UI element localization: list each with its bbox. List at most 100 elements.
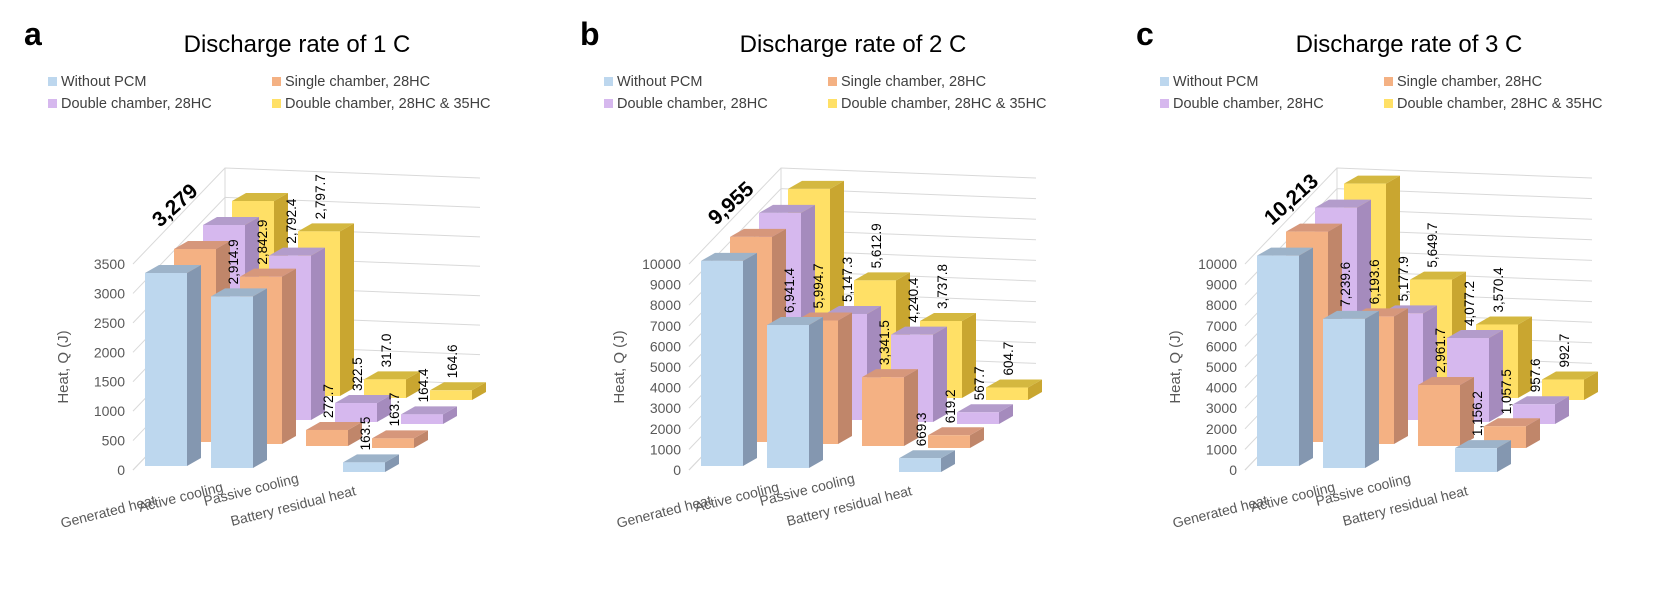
data-label: 2,792.4 xyxy=(284,198,299,244)
bar-top xyxy=(401,406,457,415)
bar-top xyxy=(862,369,918,378)
bar-side xyxy=(1489,330,1503,422)
bar-side xyxy=(187,265,201,466)
legend-swatch xyxy=(828,77,837,86)
bar-top xyxy=(364,371,420,380)
legend-label: Double chamber, 28HC xyxy=(617,96,768,112)
bar-top xyxy=(1323,310,1379,319)
data-label: 164.4 xyxy=(416,368,431,402)
bar-side xyxy=(472,382,486,400)
y-tick-label: 2000 xyxy=(1206,421,1237,437)
bar-side xyxy=(377,395,391,422)
data-label: 272.7 xyxy=(321,384,336,418)
data-label: 164.6 xyxy=(445,345,460,379)
data-label: 5,612.9 xyxy=(869,223,884,268)
panel-label: a xyxy=(24,16,42,52)
y-tick-label: 4000 xyxy=(650,380,681,396)
legend-swatch xyxy=(48,99,57,108)
data-label: 604.7 xyxy=(1001,342,1016,376)
legend-label: Double chamber, 28HC & 35HC xyxy=(841,96,1047,112)
bar-front xyxy=(364,379,406,398)
bar-front xyxy=(1418,384,1460,446)
bar-side xyxy=(253,288,267,468)
y-tick-label: 5000 xyxy=(1206,359,1237,375)
bar-a-s2-c3 xyxy=(401,406,457,424)
bar-side xyxy=(340,223,354,396)
bar-b-s0-c1 xyxy=(767,317,823,468)
legend-label: Double chamber, 28HC xyxy=(61,96,212,112)
data-label: 3,341.5 xyxy=(877,320,892,365)
bar-side xyxy=(1584,371,1598,400)
data-label: 6,941.4 xyxy=(782,267,797,313)
legend-swatch xyxy=(1160,77,1169,86)
bar-front xyxy=(862,377,904,446)
bar-top xyxy=(306,421,362,430)
bar-top xyxy=(372,430,428,439)
legend-label: Double chamber, 28HC & 35HC xyxy=(285,96,491,112)
generated-heat-label: 3,279 xyxy=(148,179,202,231)
y-tick-label: 9000 xyxy=(650,277,681,293)
bar-b-s0-c0 xyxy=(701,252,757,466)
bar-side xyxy=(933,326,947,422)
bar-a-s0-c0 xyxy=(145,265,201,466)
bar-front xyxy=(335,403,377,422)
data-label: 1,057.5 xyxy=(1499,369,1514,414)
bar-b-s1-c2 xyxy=(862,369,918,446)
chart-title: Discharge rate of 1 C xyxy=(184,31,411,58)
bar-top xyxy=(174,241,230,250)
y-tick-label: 6000 xyxy=(1206,338,1237,354)
bar-a-s0-c1 xyxy=(211,288,267,468)
bar-top xyxy=(730,228,786,237)
data-label: 3,570.4 xyxy=(1491,267,1506,313)
legend-label: Single chamber, 28HC xyxy=(1397,74,1542,90)
bar-top xyxy=(203,217,259,226)
bar-top xyxy=(1447,330,1503,339)
bar-side xyxy=(1518,316,1532,398)
generated-heat-label: 10,213 xyxy=(1260,170,1323,230)
y-tick-label: 1000 xyxy=(650,441,681,457)
bar-top xyxy=(986,379,1042,388)
bar-front xyxy=(1257,255,1299,466)
bar-top xyxy=(1455,440,1511,449)
bar-b-s1-c3 xyxy=(928,427,984,448)
panel-b: b Discharge rate of 2 C Without PCM Single … xyxy=(580,16,1047,531)
legend-label: Without PCM xyxy=(61,74,146,90)
bar-top xyxy=(145,265,201,274)
data-label: 163.7 xyxy=(387,393,402,427)
bar-top xyxy=(335,395,391,404)
y-tick-label: 6000 xyxy=(650,338,681,354)
bar-top xyxy=(298,223,354,232)
chart-title: Discharge rate of 3 C xyxy=(1296,31,1523,58)
data-label: 3,737.8 xyxy=(935,264,950,309)
bar-b-s0-c3 xyxy=(899,450,955,472)
data-label: 5,994.7 xyxy=(811,263,826,308)
data-label: 669.3 xyxy=(914,412,929,446)
data-label: 5,177.9 xyxy=(1396,256,1411,301)
bar-front xyxy=(957,412,999,424)
bar-front xyxy=(1323,318,1365,468)
y-tick-label: 10000 xyxy=(1198,256,1237,272)
bar-a-s2-c2 xyxy=(335,395,391,422)
bar-top xyxy=(430,382,486,391)
data-label: 5,649.7 xyxy=(1425,223,1440,268)
bar-front xyxy=(1542,379,1584,400)
legend-label: Single chamber, 28HC xyxy=(285,74,430,90)
y-tick-label: 1500 xyxy=(94,374,125,390)
y-tick-label: 500 xyxy=(102,433,126,449)
bar-side xyxy=(1299,247,1313,466)
bar-side xyxy=(406,371,420,398)
bar-side xyxy=(809,317,823,468)
bar-front xyxy=(701,260,743,466)
bar-top xyxy=(1286,223,1342,232)
legend-swatch xyxy=(272,99,281,108)
legend-swatch xyxy=(604,99,613,108)
bar-side xyxy=(743,252,757,466)
bar-front xyxy=(145,273,187,466)
y-tick-label: 7000 xyxy=(650,318,681,334)
bar-front xyxy=(899,458,941,472)
data-label: 992.7 xyxy=(1557,334,1572,368)
y-tick-label: 3000 xyxy=(650,400,681,416)
bar-front xyxy=(343,462,385,472)
panel-label: c xyxy=(1136,16,1154,52)
bar-front xyxy=(1455,448,1497,472)
